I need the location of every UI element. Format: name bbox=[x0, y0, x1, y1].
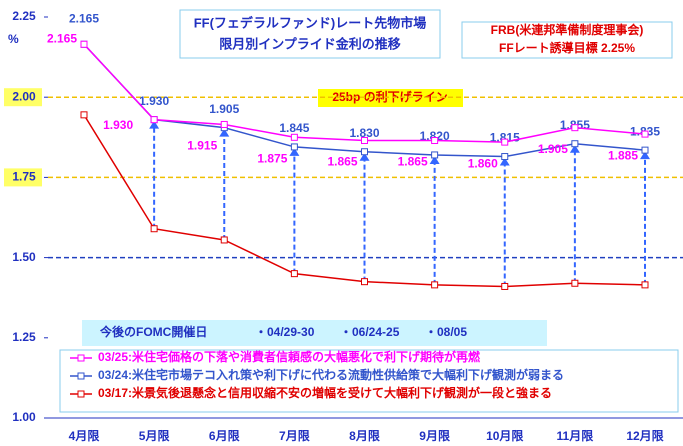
point bbox=[641, 146, 649, 154]
point bbox=[431, 137, 439, 145]
x-tick-label: 10月限 bbox=[486, 428, 523, 443]
y-tick-label: 1.00 bbox=[12, 410, 36, 424]
point bbox=[220, 236, 228, 244]
data-label: 1.865 bbox=[327, 155, 357, 169]
x-tick-label: 11月限 bbox=[557, 428, 594, 443]
legend bbox=[59, 349, 679, 413]
x-tick-label: 9月限 bbox=[419, 428, 450, 443]
point bbox=[361, 148, 368, 156]
legend-label: 03/17:米景気後退懸念と信用収縮不安の増幅を受けて大幅利下げ観測が一段と強ま… bbox=[98, 385, 552, 400]
note-text: FRB(米連邦準備制度理事会) bbox=[491, 22, 644, 37]
point bbox=[571, 279, 579, 287]
point bbox=[501, 138, 509, 146]
point bbox=[571, 140, 579, 148]
fomc-title: 今後のFOMC開催日 bbox=[99, 324, 207, 339]
arrow-head bbox=[149, 120, 160, 129]
point bbox=[641, 281, 649, 289]
x-tick-label: 4月限 bbox=[69, 428, 100, 443]
point bbox=[361, 137, 368, 145]
point bbox=[220, 120, 228, 128]
legend-marker bbox=[77, 390, 85, 398]
data-label: 1.905 bbox=[538, 142, 568, 156]
legend-marker bbox=[77, 372, 85, 380]
point bbox=[431, 281, 439, 289]
point bbox=[641, 130, 649, 138]
arrow-head bbox=[219, 128, 230, 137]
chart-title: 限月別インプライド金利の推移 bbox=[219, 36, 401, 51]
tick-highlight bbox=[4, 168, 42, 187]
point bbox=[501, 153, 509, 161]
data-label: 1.865 bbox=[398, 155, 428, 169]
reference-label-box bbox=[318, 89, 463, 107]
data-label: 1.930 bbox=[103, 118, 133, 132]
note-text: FFレート誘導目標 2.25% bbox=[499, 40, 635, 55]
point bbox=[80, 111, 88, 119]
reference-label: 25bp の利下げライン bbox=[332, 89, 447, 104]
data-label: 2.165 bbox=[69, 11, 99, 25]
data-label: 1.905 bbox=[209, 102, 239, 116]
x-tick-label: 7月限 bbox=[279, 428, 310, 443]
y-tick-label: 1.75 bbox=[12, 170, 36, 184]
data-label: 1.915 bbox=[187, 139, 217, 153]
arrow-head bbox=[640, 151, 650, 160]
note-box bbox=[461, 21, 673, 59]
point bbox=[150, 225, 158, 233]
title-box bbox=[179, 9, 441, 59]
x-tick-label: 8月限 bbox=[349, 428, 380, 443]
data-label: 1.875 bbox=[257, 151, 287, 165]
point bbox=[290, 133, 298, 141]
data-label: 1.830 bbox=[349, 126, 379, 140]
x-tick-label: 6月限 bbox=[209, 428, 240, 443]
point bbox=[431, 151, 439, 159]
arrow-head bbox=[499, 157, 510, 166]
fomc-date: ・08/05 bbox=[425, 325, 467, 339]
y-tick-label: 1.50 bbox=[12, 250, 36, 264]
arrow-head bbox=[359, 152, 370, 161]
x-tick-label: 12月限 bbox=[626, 428, 663, 443]
arrow-head bbox=[429, 155, 440, 164]
point bbox=[290, 270, 298, 278]
x-tick-label: 5月限 bbox=[139, 428, 170, 443]
chart-title: FF(フェデラルファンド)レート先物市場 bbox=[194, 15, 427, 30]
y-tick-label: 2.25 bbox=[12, 9, 36, 23]
fomc-date: ・04/29-30 bbox=[255, 325, 315, 339]
arrow-head bbox=[289, 147, 300, 156]
point bbox=[571, 124, 579, 132]
arrow-head bbox=[569, 144, 580, 153]
data-label: 2.165 bbox=[47, 31, 77, 45]
legend-label: 03/24:米住宅市場テコ入れ策や利下げに代わる流動性供給策で大幅利下げ観測が弱… bbox=[98, 367, 564, 382]
point bbox=[80, 40, 88, 48]
fomc-date: ・06/24-25 bbox=[340, 325, 400, 339]
y-tick-label: 2.00 bbox=[12, 89, 36, 103]
point bbox=[150, 116, 158, 124]
data-label: 1.845 bbox=[279, 121, 309, 135]
data-label: 1.820 bbox=[420, 129, 450, 143]
y-tick-label: 1.25 bbox=[12, 330, 36, 344]
point bbox=[361, 278, 368, 286]
data-label: 1.930 bbox=[139, 94, 169, 108]
legend-label: 03/25:米住宅価格の下落や消費者信頼感の大幅悪化で利下げ期待が再燃 bbox=[98, 349, 481, 364]
legend-marker bbox=[77, 354, 85, 362]
data-label: 1.885 bbox=[608, 148, 638, 162]
point bbox=[290, 143, 298, 151]
y-unit: % bbox=[8, 32, 19, 46]
fomc-box bbox=[82, 320, 547, 346]
tick-highlight bbox=[4, 88, 42, 107]
data-label: 1.860 bbox=[468, 156, 498, 170]
point bbox=[501, 282, 509, 290]
